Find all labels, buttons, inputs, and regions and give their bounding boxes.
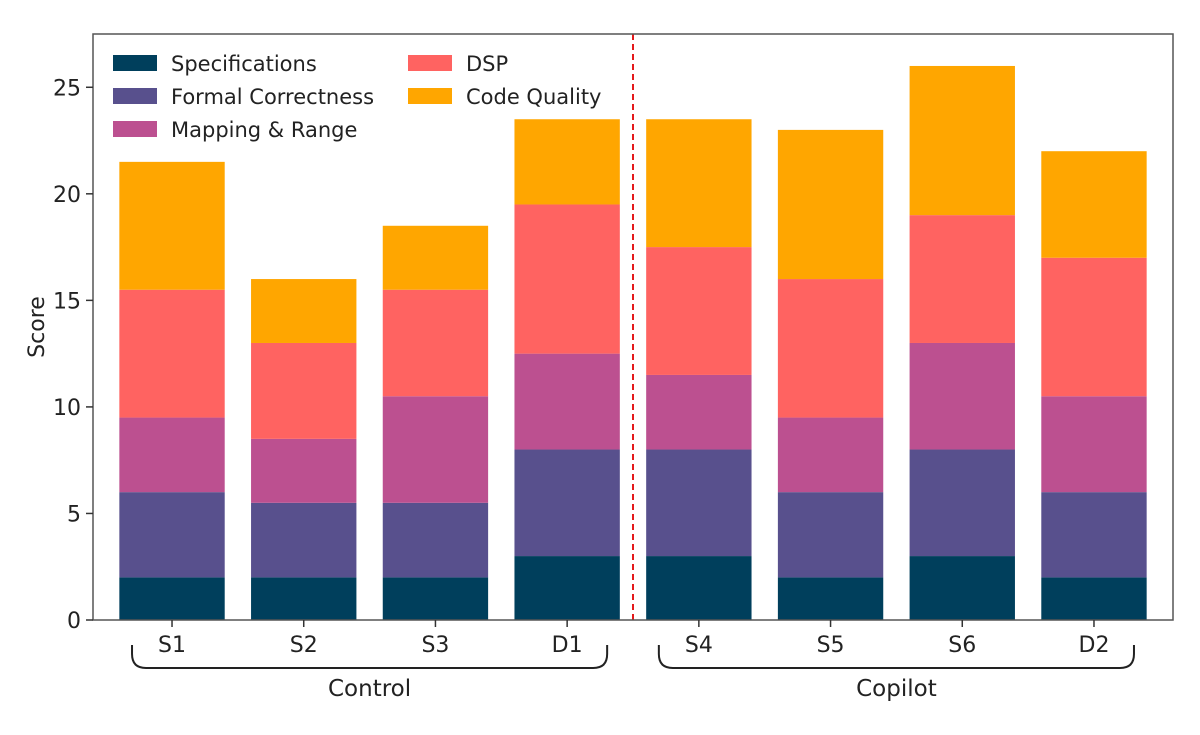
bar-s4-formal-correctness	[646, 449, 752, 557]
group-brackets: Control Copilot	[131, 645, 1135, 702]
bar-s2-code-quality	[251, 279, 357, 343]
bar-s6-specifications	[909, 556, 1015, 620]
x-axis: S1 S2 S3 D1 S4 S5 S6 D2	[158, 620, 1109, 658]
bar-s3-code-quality	[382, 225, 489, 290]
bar-d1-formal-correctness	[514, 449, 620, 557]
y-tick-label: 25	[53, 76, 81, 101]
bar-s6-mapping-and-range	[909, 342, 1015, 450]
legend-label-code-quality: Code Quality	[466, 85, 601, 109]
bar-d1-mapping-and-range	[514, 353, 620, 450]
bar-s1-dsp	[119, 289, 225, 418]
bar-s2-dsp	[251, 342, 357, 439]
bar-d2-dsp	[1041, 257, 1147, 397]
y-axis: 0 5 10 15 20 25 Score	[25, 76, 93, 634]
y-tick-label: 20	[53, 183, 81, 208]
bar-s6-dsp	[909, 215, 1015, 343]
bar-s5-dsp	[777, 279, 884, 418]
group-label-control: Control	[328, 676, 411, 702]
group-label-copilot: Copilot	[856, 676, 937, 702]
x-tick-label-d1: D1	[552, 633, 583, 658]
x-tick-label-s2: S2	[290, 633, 318, 658]
bar-s5-mapping-and-range	[777, 417, 884, 493]
bar-s2-mapping-and-range	[251, 438, 357, 503]
bar-s1-code-quality	[119, 161, 225, 290]
bar-s1-formal-correctness	[119, 492, 225, 578]
bar-s6-formal-correctness	[909, 449, 1015, 557]
bar-s4-code-quality	[646, 119, 752, 248]
x-tick-label-s6: S6	[948, 633, 976, 658]
legend-label-formal-correctness: Formal Correctness	[171, 85, 374, 109]
x-tick-label-s4: S4	[685, 633, 713, 658]
group-bracket-copilot	[657, 645, 1135, 669]
y-tick-label: 0	[67, 609, 81, 634]
x-tick-label-d2: D2	[1079, 633, 1110, 658]
x-tick-label-s3: S3	[421, 633, 449, 658]
bar-d2-code-quality	[1041, 151, 1147, 258]
bar-d1-code-quality	[514, 119, 620, 205]
y-tick-label: 5	[67, 502, 81, 527]
x-tick-label-s1: S1	[158, 633, 186, 658]
bar-s6-code-quality	[909, 65, 1015, 216]
legend-label-mapping-and-range: Mapping & Range	[171, 118, 357, 142]
legend-swatch-specifications	[113, 55, 157, 71]
bar-s4-mapping-and-range	[646, 374, 752, 450]
legend-swatch-code-quality	[408, 88, 452, 104]
bar-s4-dsp	[646, 247, 752, 375]
bar-s2-specifications	[251, 577, 357, 620]
bars-layer	[119, 65, 1147, 620]
legend-swatch-dsp	[408, 55, 452, 71]
bar-d1-specifications	[514, 556, 620, 620]
bar-s2-formal-correctness	[251, 502, 357, 578]
legend: Specifications Formal Correctness Mapping …	[113, 52, 601, 142]
x-tick-label-s5: S5	[817, 633, 845, 658]
bar-d2-formal-correctness	[1041, 492, 1147, 578]
bar-d2-specifications	[1041, 577, 1147, 620]
group-bracket-control	[131, 645, 609, 669]
legend-label-dsp: DSP	[466, 52, 508, 76]
bar-d1-dsp	[514, 204, 620, 354]
bar-s1-specifications	[119, 577, 225, 620]
y-tick-label: 10	[53, 396, 81, 421]
bar-s3-specifications	[382, 577, 489, 620]
bar-s5-specifications	[777, 577, 884, 620]
plot-frame	[92, 33, 1174, 621]
legend-swatch-mapping-and-range	[113, 121, 157, 137]
y-tick-label: 15	[53, 289, 81, 314]
bar-s3-mapping-and-range	[382, 396, 489, 503]
bar-s5-code-quality	[777, 129, 884, 280]
bar-s3-formal-correctness	[382, 502, 489, 578]
legend-label-specifications: Specifications	[171, 52, 317, 76]
y-axis-label: Score	[25, 296, 50, 358]
legend-swatch-formal-correctness	[113, 88, 157, 104]
bar-s3-dsp	[382, 289, 489, 397]
bar-s4-specifications	[646, 556, 752, 620]
bar-s5-formal-correctness	[777, 492, 884, 578]
bar-s1-mapping-and-range	[119, 417, 225, 493]
bar-d2-mapping-and-range	[1041, 396, 1147, 493]
